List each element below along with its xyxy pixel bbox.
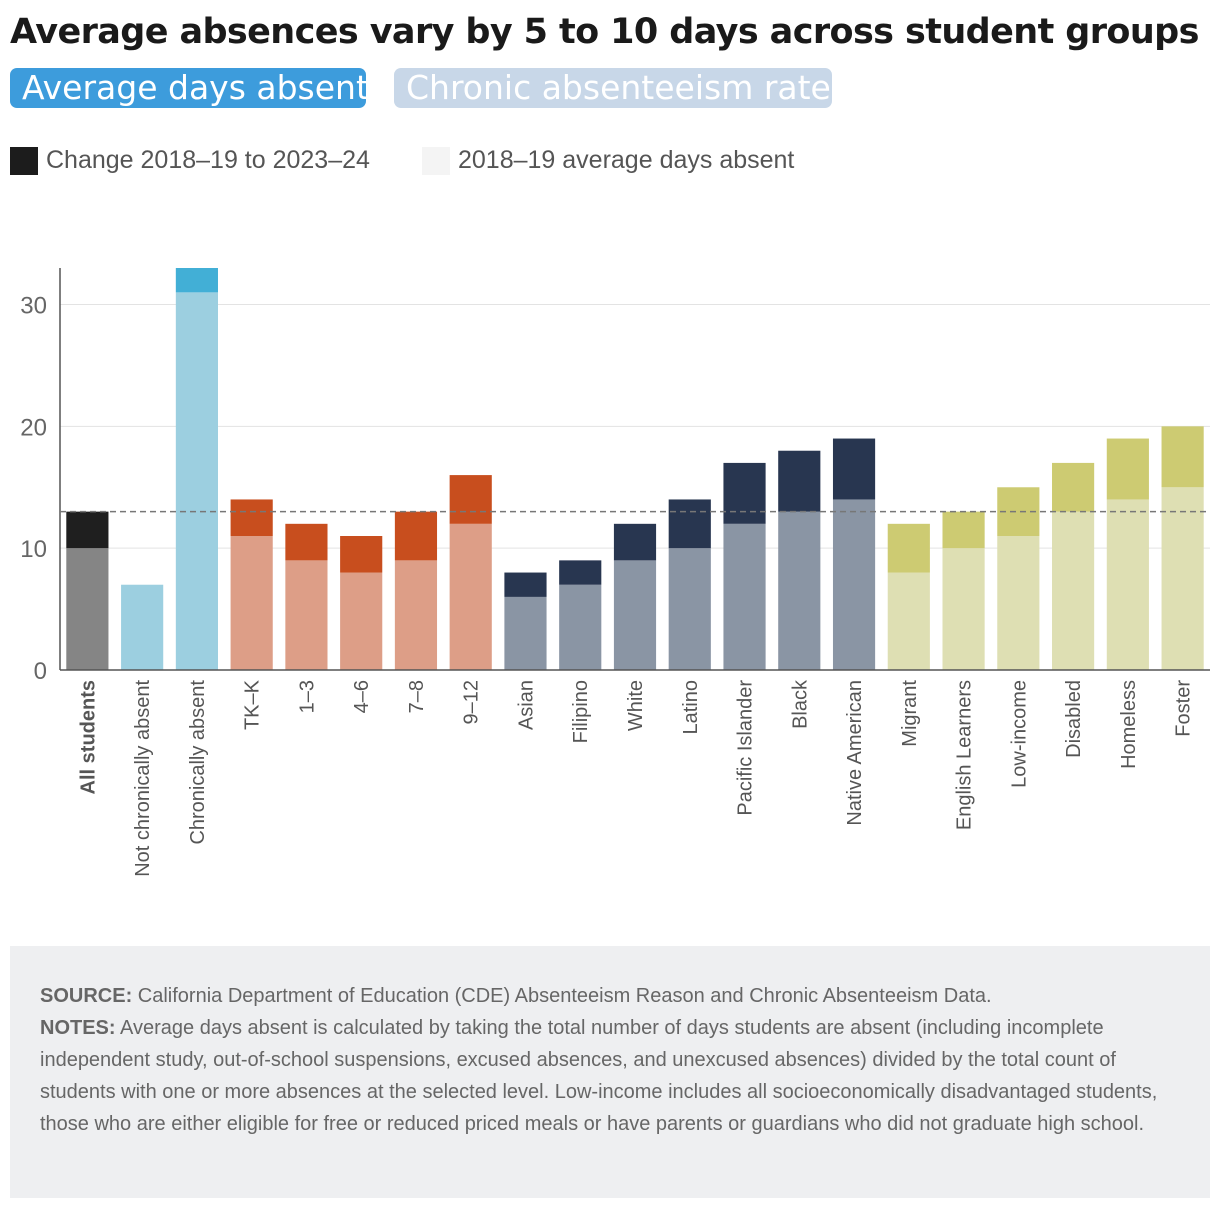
bar-baseline bbox=[66, 548, 109, 670]
x-category-label: Filipino bbox=[570, 680, 592, 743]
x-category-label: Homeless bbox=[1118, 680, 1140, 769]
x-category-label: Low-income bbox=[1008, 680, 1030, 788]
x-category-label: Asian bbox=[515, 680, 537, 730]
source-note: SOURCE: California Department of Educati… bbox=[40, 980, 1180, 1012]
x-category-label: Black bbox=[789, 679, 811, 729]
bar-change bbox=[449, 475, 492, 524]
bar-change bbox=[340, 536, 383, 573]
bar-change bbox=[1161, 426, 1204, 488]
x-category-label: 1–3 bbox=[296, 680, 318, 713]
source-label: SOURCE: bbox=[40, 985, 133, 1007]
legend-item-baseline: 2018–19 average days absent bbox=[422, 146, 794, 175]
bar-change bbox=[942, 511, 985, 549]
x-category-label: 7–8 bbox=[406, 680, 428, 713]
x-category-label: Chronically absent bbox=[187, 680, 209, 845]
notes-text: Average days absent is calculated by tak… bbox=[40, 1017, 1158, 1135]
x-category-label: TK–K bbox=[242, 679, 264, 730]
tab-average-days-absent[interactable]: Average days absent bbox=[10, 68, 369, 108]
x-category-label: Migrant bbox=[899, 680, 921, 747]
bar-baseline bbox=[1106, 499, 1149, 670]
bar-change bbox=[504, 572, 547, 597]
legend-swatch-baseline bbox=[422, 146, 450, 175]
bar-baseline bbox=[230, 536, 273, 670]
bar-baseline bbox=[668, 548, 711, 670]
bar-change bbox=[668, 499, 711, 549]
bar-change bbox=[887, 523, 930, 573]
bar-change bbox=[723, 462, 766, 524]
y-tick-label: 30 bbox=[20, 293, 47, 320]
x-category-label: All students bbox=[77, 680, 99, 794]
bar-baseline bbox=[504, 596, 547, 670]
bar-change bbox=[778, 450, 821, 512]
bar-change bbox=[230, 499, 273, 536]
bar-baseline bbox=[887, 572, 930, 670]
bar-chart: 0 10 20 30 All students Not chronically absen… bbox=[20, 268, 1210, 877]
bar-baseline bbox=[723, 523, 766, 670]
notes-label: NOTES: bbox=[40, 1017, 116, 1039]
bar-baseline bbox=[175, 292, 218, 670]
legend-item-change: Change 2018–19 to 2023–24 bbox=[10, 146, 370, 175]
bar-baseline bbox=[1052, 511, 1095, 670]
bar-baseline bbox=[285, 560, 328, 670]
notes-note: NOTES: Average days absent is calculated… bbox=[40, 1012, 1180, 1140]
bar-baseline bbox=[1161, 487, 1204, 670]
legend-label-change: Change 2018–19 to 2023–24 bbox=[46, 146, 370, 174]
x-category-label: 9–12 bbox=[461, 680, 483, 725]
x-category-label: Not chronically absent bbox=[132, 680, 154, 877]
bar-change bbox=[66, 511, 109, 549]
bar-baseline bbox=[121, 584, 164, 670]
tab-chronic-absenteeism-rate[interactable]: Chronic absenteeism rate bbox=[394, 68, 832, 108]
bar-baseline bbox=[997, 536, 1040, 670]
bar-change bbox=[285, 523, 328, 561]
bar-change bbox=[559, 560, 602, 585]
source-text: California Department of Education (CDE)… bbox=[132, 985, 992, 1007]
bar-baseline bbox=[449, 523, 492, 670]
bar-change bbox=[175, 268, 218, 293]
x-category-label: Latino bbox=[680, 680, 702, 735]
bar-baseline bbox=[394, 560, 438, 670]
legend-swatch-change bbox=[10, 146, 38, 175]
x-category-label: 4–6 bbox=[351, 680, 373, 713]
bar-change bbox=[1052, 462, 1095, 512]
x-category-label: Disabled bbox=[1063, 680, 1085, 758]
x-category-label: Foster bbox=[1173, 680, 1195, 737]
bar-baseline bbox=[778, 511, 821, 670]
chart-title: Average absences vary by 5 to 10 days ac… bbox=[10, 12, 1199, 52]
bar-change bbox=[832, 438, 876, 500]
y-tick-label: 0 bbox=[34, 658, 47, 685]
x-category-label: Native American bbox=[844, 680, 866, 826]
bar-baseline bbox=[942, 548, 985, 670]
bar-baseline bbox=[832, 499, 876, 670]
y-tick-label: 20 bbox=[20, 414, 47, 441]
bar-change bbox=[613, 523, 657, 561]
bar-baseline bbox=[559, 584, 602, 670]
legend-label-baseline: 2018–19 average days absent bbox=[458, 146, 795, 174]
x-category-label: English Learners bbox=[954, 680, 976, 830]
bar-change bbox=[1106, 438, 1149, 500]
notes-box: SOURCE: California Department of Educati… bbox=[10, 946, 1210, 1198]
y-tick-label: 10 bbox=[20, 536, 47, 563]
bar-change bbox=[394, 511, 438, 561]
x-category-label: Pacific Islander bbox=[735, 680, 757, 816]
bar-baseline bbox=[340, 572, 383, 670]
x-category-label: White bbox=[625, 680, 647, 731]
bar-baseline bbox=[613, 560, 657, 670]
